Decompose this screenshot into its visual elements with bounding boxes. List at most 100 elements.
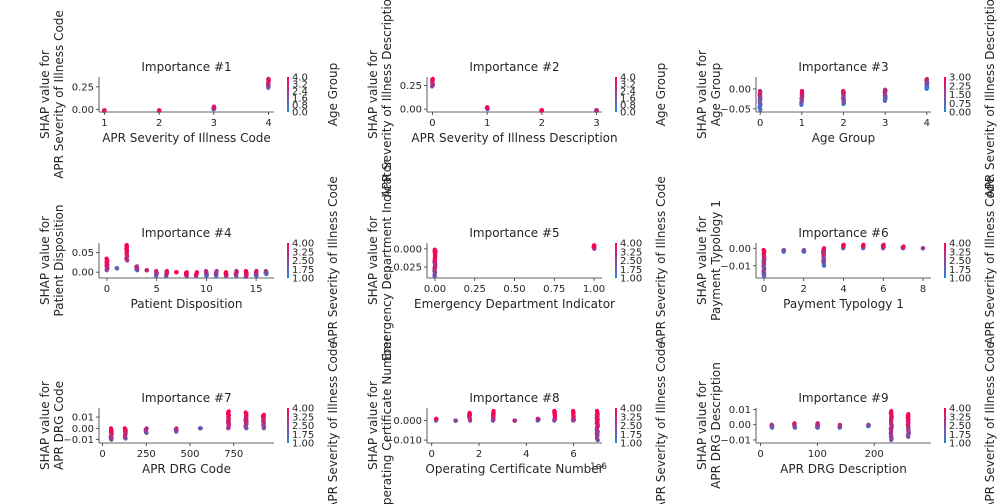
y-axis-label: Patient Disposition — [52, 205, 66, 317]
data-point — [799, 88, 805, 94]
x-tick-label: 0 — [757, 449, 763, 460]
data-point — [234, 268, 239, 274]
x-tick-label: 1 — [799, 118, 805, 129]
y-tick-label: −0.01 — [63, 435, 94, 446]
data-point — [781, 247, 787, 253]
data-point — [552, 408, 557, 414]
colorbar-tick-label: 0.0 — [292, 108, 308, 119]
data-point — [243, 410, 248, 415]
colorbar-tick-label: 4.00 — [292, 239, 314, 250]
data-point — [197, 426, 203, 431]
colorbar — [287, 243, 289, 278]
data-point — [261, 412, 267, 417]
x-axis-label: APR Severity of Illness Description — [411, 131, 617, 145]
x-tick-label: 0 — [761, 284, 767, 295]
colorbar-tick-label: 3.2 — [620, 80, 636, 91]
panel-8: Importance #80 2 4 60.000−0.0101e6Operating… — [366, 336, 668, 504]
x-tick-label: 0 — [429, 118, 435, 129]
y-tick-label: 0.000 — [393, 244, 422, 255]
y-axis-label: Payment Typology 1 — [709, 200, 723, 321]
colorbar-tick-label: 2.50 — [620, 421, 642, 432]
data-point — [211, 104, 217, 109]
colorbar-tick-label: 0.8 — [620, 101, 636, 112]
data-point — [594, 408, 600, 414]
colorbar-tick-label: 1.00 — [292, 274, 314, 285]
colorbar-tick-label: 1.00 — [949, 274, 971, 285]
colorbar-tick-label: 3.2 — [292, 80, 308, 91]
data-point — [535, 416, 540, 421]
x-tick-label: 250 — [137, 449, 156, 460]
data-point — [223, 270, 229, 275]
x-tick-label: 0.25 — [464, 284, 486, 295]
x-tick-label: 4 — [924, 118, 930, 129]
y-axis-label: APR Severity of Illness Code — [52, 10, 66, 179]
panel-title: Importance #6 — [798, 226, 888, 240]
colorbar — [287, 77, 289, 112]
colorbar-tick-label: 1.00 — [949, 439, 971, 450]
data-point — [157, 108, 162, 113]
colorbar-label: APR Severity of Illness Code — [654, 176, 668, 345]
x-tick-label: 2 — [476, 449, 482, 460]
colorbar-tick-label: 4.00 — [949, 239, 971, 250]
panel-title: Importance #7 — [141, 391, 231, 405]
data-point — [801, 247, 807, 253]
x-tick-label: 0.75 — [543, 284, 565, 295]
colorbar-tick-label: 3.25 — [620, 412, 642, 423]
y-tick-label: −0.010 — [385, 436, 422, 447]
colorbar-tick-label: 4.00 — [949, 404, 971, 415]
data-point — [815, 421, 820, 426]
colorbar-tick-label: 1.00 — [620, 274, 642, 285]
y-axis-label: APR DRG Code — [52, 381, 66, 470]
x-tick-label: 3 — [211, 118, 217, 129]
data-point — [792, 421, 797, 426]
data-point — [430, 76, 435, 81]
y-tick-label: −0.01 — [720, 435, 751, 446]
data-point — [757, 88, 763, 94]
data-point — [254, 268, 259, 274]
colorbar-tick-label: 1.75 — [292, 265, 314, 276]
data-point — [906, 411, 911, 417]
data-point — [889, 408, 894, 414]
y-tick-label: −0.05 — [720, 104, 751, 115]
panel-title: Importance #8 — [469, 391, 559, 405]
data-point — [144, 268, 150, 273]
data-point — [591, 243, 597, 248]
colorbar-tick-label: 3.25 — [949, 247, 971, 258]
y-axis-label: SHAP value for — [38, 216, 52, 305]
colorbar-tick-label: 1.75 — [949, 265, 971, 276]
x-tick-label: 0.00 — [424, 284, 446, 295]
data-point — [882, 87, 888, 92]
y-axis-label: Emergency Department Indicator — [380, 160, 394, 361]
colorbar-tick-label: 1.75 — [292, 430, 314, 441]
data-point — [841, 242, 846, 247]
colorbar-label: APR Severity of Illness Code — [654, 341, 668, 504]
colorbar-tick-label: 3.25 — [292, 412, 314, 423]
colorbar-tick-label: 4.0 — [620, 73, 636, 84]
x-axis-label: Operating Certificate Number — [425, 462, 603, 476]
data-point — [203, 268, 209, 274]
y-axis-label: Operating Certificate Number — [380, 336, 394, 504]
x-tick-label: 4 — [840, 284, 846, 295]
data-point — [114, 266, 119, 271]
y-axis-label: Age Group — [709, 63, 723, 127]
data-point — [920, 246, 926, 251]
colorbar-tick-label: 0.75 — [949, 99, 971, 110]
colorbar-tick-label: 2.50 — [949, 421, 971, 432]
colorbar-tick-label: 3.00 — [949, 73, 971, 84]
colorbar — [944, 243, 946, 278]
x-axis-label: Payment Typology 1 — [783, 297, 904, 311]
colorbar-tick-label: 2.4 — [292, 87, 308, 98]
data-point — [821, 246, 827, 251]
y-tick-label: 0.01 — [729, 405, 751, 416]
y-axis-label: SHAP value for — [695, 50, 709, 139]
colorbar-tick-label: 3.25 — [620, 247, 642, 258]
data-point — [164, 268, 170, 274]
colorbar-tick-label: 4.00 — [620, 239, 642, 250]
panel-title: Importance #1 — [141, 60, 231, 74]
data-point — [102, 108, 107, 113]
x-tick-label: 2 — [539, 118, 545, 129]
x-tick-label: 15 — [250, 284, 263, 295]
colorbar-tick-label: 2.4 — [620, 87, 636, 98]
